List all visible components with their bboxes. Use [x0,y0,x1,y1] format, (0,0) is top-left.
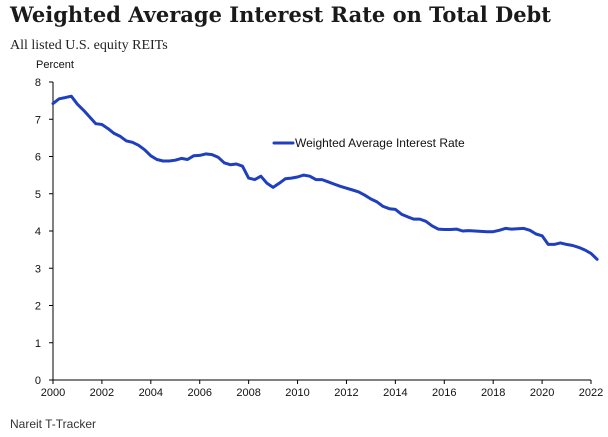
source-note: Nareit T-Tracker [10,417,97,431]
y-axis-ticks: 0 1 2 3 4 5 6 7 8 [35,77,53,387]
x-tick-label: 2004 [139,387,163,399]
x-tick-label: 2012 [334,387,358,399]
legend: Weighted Average Interest Rate [272,136,465,150]
x-tick-label: 2006 [187,387,211,399]
y-tick-label: 2 [35,301,41,313]
y-tick-label: 3 [35,263,41,275]
y-axis-label: Percent [36,59,74,71]
y-tick-label: 7 [35,114,41,126]
x-tick-label: 2008 [236,387,260,399]
axes [52,82,591,381]
y-tick-label: 8 [35,77,41,89]
x-tick-label: 2020 [530,387,554,399]
y-tick-label: 0 [35,375,41,387]
y-tick-label: 5 [35,189,41,201]
x-tick-label: 2010 [285,387,309,399]
x-tick-label: 2018 [481,387,505,399]
legend-label: Weighted Average Interest Rate [295,136,465,150]
x-axis-ticks: 2000 2002 2004 2006 2008 2010 2012 2014 2016 2018… [41,380,603,399]
x-tick-label: 2016 [432,387,456,399]
x-tick-label: 2002 [90,387,114,399]
x-tick-label: 2014 [383,387,407,399]
chart-title: Weighted Average Interest Rate on Total … [10,2,551,27]
series-line-weighted-average-interest-rate [51,94,599,261]
y-tick-label: 1 [35,338,41,350]
y-tick-label: 4 [35,226,41,238]
chart-subtitle: All listed U.S. equity REITs [10,38,168,53]
series-group [51,94,599,261]
y-tick-label: 6 [35,152,41,164]
x-tick-label: 2000 [41,387,65,399]
x-tick-label: 2022 [579,387,603,399]
